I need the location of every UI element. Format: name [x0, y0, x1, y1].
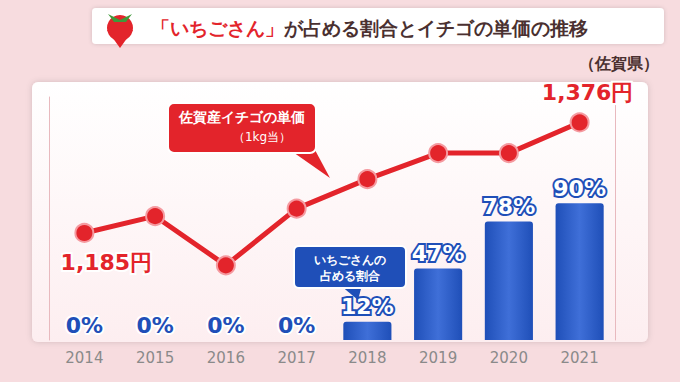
svg-text:1,185円: 1,185円 — [61, 250, 153, 275]
svg-text:2018: 2018 — [348, 349, 386, 367]
svg-text:が占める割合とイチゴの単価の推移: が占める割合とイチゴの単価の推移 — [283, 17, 588, 39]
svg-text:0%: 0% — [278, 313, 315, 338]
svg-text:0%: 0% — [136, 313, 173, 338]
svg-text:78%: 78% — [483, 194, 536, 219]
svg-text:いちごさんの: いちごさんの — [314, 253, 386, 267]
svg-text:2021: 2021 — [561, 349, 599, 367]
svg-text:「いちごさん」: 「いちごさん」 — [151, 17, 284, 39]
svg-text:2015: 2015 — [136, 349, 174, 367]
svg-text:1,376円: 1,376円 — [542, 80, 634, 105]
svg-text:2019: 2019 — [419, 349, 457, 367]
svg-text:2014: 2014 — [65, 349, 103, 367]
svg-text:占める割合: 占める割合 — [320, 269, 381, 283]
svg-text:（佐賀県）: （佐賀県） — [579, 54, 659, 73]
svg-text:47%: 47% — [412, 241, 465, 266]
svg-text:2016: 2016 — [207, 349, 245, 367]
svg-text:2020: 2020 — [490, 349, 528, 367]
svg-text:12%: 12% — [341, 294, 394, 319]
svg-text:90%: 90% — [553, 176, 606, 201]
svg-text:（1kg当）: （1kg当） — [233, 130, 291, 144]
svg-text:0%: 0% — [66, 313, 103, 338]
svg-text:0%: 0% — [207, 313, 244, 338]
svg-text:2017: 2017 — [278, 349, 316, 367]
svg-text:佐賀産イチゴの単価: 佐賀産イチゴの単価 — [178, 109, 305, 125]
